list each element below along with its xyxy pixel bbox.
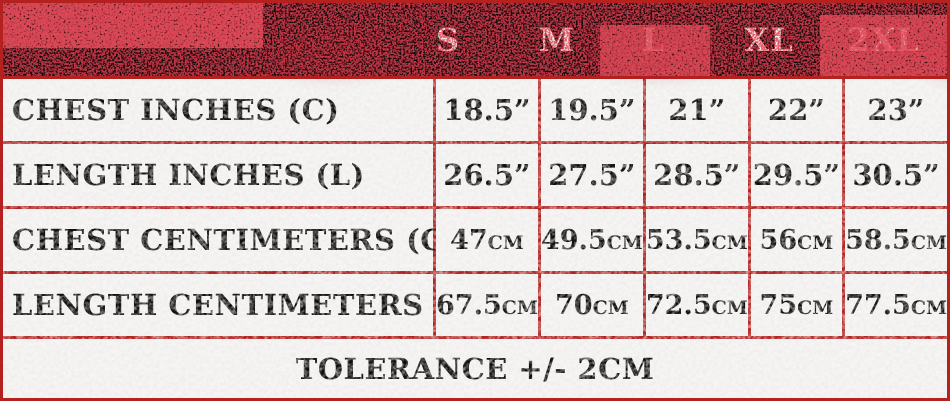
table-cell-chest-cm-s: 47cm [436, 209, 538, 271]
table-cell-chest-cm-xl: 56cm [750, 209, 843, 271]
header-size-xl: XL [744, 20, 794, 59]
table-cell-length-in-xl: 29.5” [750, 144, 843, 206]
row-label-length-inches: LENGTH INCHES (L) [3, 144, 433, 206]
table-cell-chest-in-2xl: 23” [845, 79, 947, 141]
table-cell-chest-cm-m: 49.5cm [540, 209, 643, 271]
table-cell-length-cm-2xl: 77.5cm [845, 274, 947, 336]
table-cell-chest-in-xl: 22” [750, 79, 843, 141]
table-cell-length-cm-s: 67.5cm [436, 274, 538, 336]
header-size-m: M [538, 20, 576, 59]
header-size-l: L [641, 20, 666, 59]
table-cell-length-in-m: 27.5” [540, 144, 643, 206]
header-size-2xl: 2XL [847, 20, 920, 59]
table-cell-chest-in-m: 19.5” [540, 79, 643, 141]
row-label-length-cm: LENGTH CENTIMETERS (L) [3, 274, 483, 336]
header-size-s: S [436, 20, 461, 59]
row-label-chest-cm: CHEST CENTIMETERS (C) [3, 209, 458, 271]
table-cell-length-in-l: 28.5” [645, 144, 748, 206]
table-cell-length-cm-m: 70cm [540, 274, 643, 336]
tolerance-note: TOLERANCE +/- 2CM [3, 339, 947, 398]
table-cell-chest-in-l: 21” [645, 79, 748, 141]
table-cell-chest-cm-l: 53.5cm [645, 209, 748, 271]
table-cell-length-in-s: 26.5” [436, 144, 538, 206]
size-chart-header-row: S M L XL 2XL [3, 3, 947, 76]
table-cell-chest-in-s: 18.5” [436, 79, 538, 141]
row-label-chest-inches: CHEST INCHES (C) [3, 79, 433, 141]
table-cell-chest-cm-2xl: 58.5cm [845, 209, 947, 271]
table-cell-length-cm-xl: 75cm [750, 274, 843, 336]
table-cell-length-in-2xl: 30.5” [845, 144, 947, 206]
table-cell-length-cm-l: 72.5cm [645, 274, 748, 336]
